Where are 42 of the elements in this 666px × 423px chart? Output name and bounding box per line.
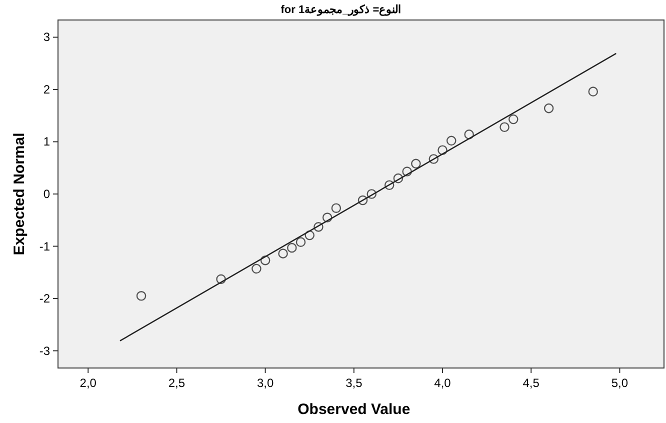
- point: [500, 122, 510, 132]
- y-tick-label: -3: [39, 344, 50, 358]
- point: [438, 145, 448, 156]
- y-tick-label: 1: [43, 134, 50, 149]
- y-tick-label: 3: [43, 30, 50, 44]
- point: [508, 114, 518, 124]
- point: [322, 212, 332, 222]
- point: [588, 86, 598, 96]
- x-tick-label: 5,0: [611, 376, 628, 390]
- point: [314, 222, 324, 232]
- point: [278, 248, 288, 258]
- y-tick-label: 0: [43, 187, 50, 201]
- chart-title: for النوع= ذكور_مجموعة1: [280, 4, 402, 16]
- x-tick-label: 2,5: [168, 376, 186, 390]
- point: [136, 290, 146, 301]
- y-tick-label: 2: [43, 82, 50, 96]
- point: [331, 203, 342, 214]
- y-axis-title: Expected Normal: [11, 132, 28, 256]
- point: [252, 264, 262, 274]
- point: [393, 173, 404, 184]
- point: [464, 130, 474, 140]
- x-tick-label: 4,0: [434, 376, 452, 390]
- point: [358, 195, 368, 206]
- point: [446, 136, 456, 146]
- x-axis-title: Observed Value: [298, 401, 410, 418]
- point: [428, 154, 439, 164]
- point: [402, 166, 412, 176]
- point: [304, 230, 315, 240]
- point: [411, 158, 421, 169]
- point: [260, 255, 270, 266]
- y-tick-label: -1: [39, 239, 50, 254]
- point: [286, 242, 297, 253]
- x-tick-label: 3,5: [346, 376, 363, 390]
- point: [366, 189, 377, 199]
- point: [544, 103, 554, 114]
- x-tick-label: 4,5: [522, 376, 540, 390]
- point: [296, 237, 306, 247]
- point: [384, 180, 394, 190]
- y-tick-label: -2: [39, 292, 50, 306]
- point: [216, 274, 226, 284]
- x-tick-label: 3,0: [256, 376, 274, 390]
- x-tick-label: 2,0: [80, 376, 97, 390]
